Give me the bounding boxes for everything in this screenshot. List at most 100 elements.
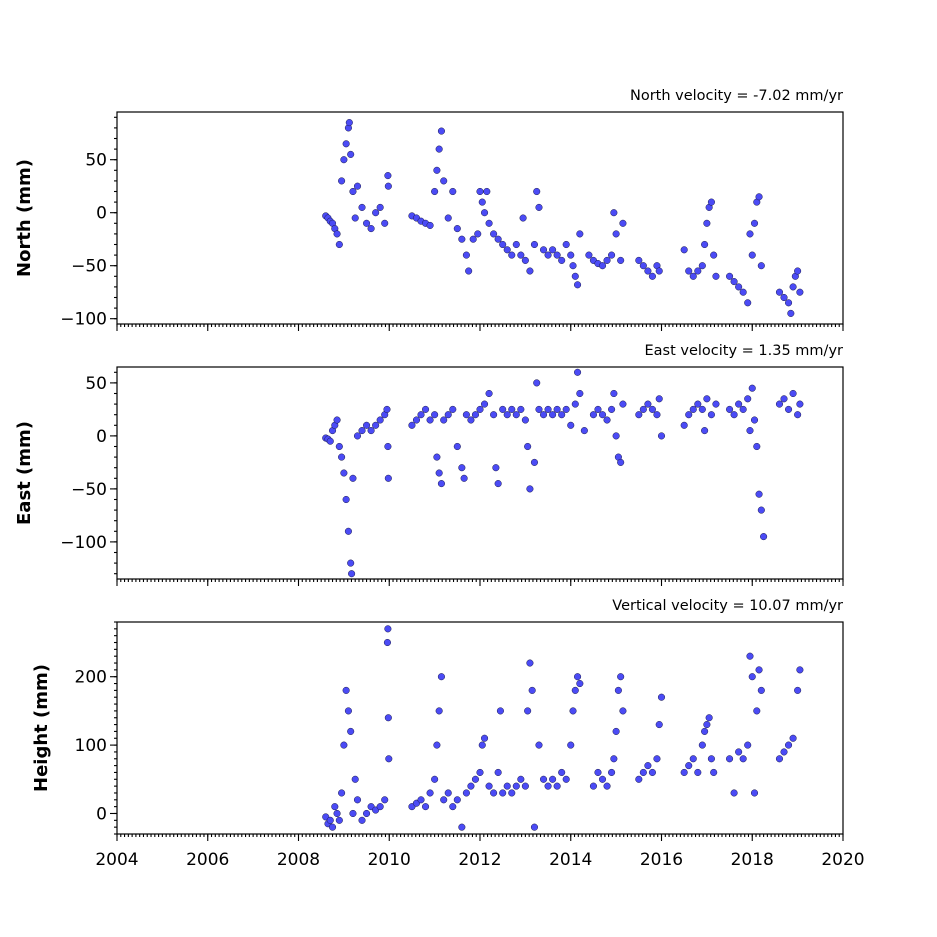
north-data-point [726,272,734,280]
height-data-point [748,673,756,681]
height-data-point [521,782,529,790]
height-data-point [612,727,620,735]
east-plot-frame [116,366,844,580]
height-data-point [490,789,498,797]
east-data-point [503,411,511,419]
north-data-point [333,230,341,238]
north-data-point [358,203,366,211]
east-data-point [617,458,625,466]
east-data-point [376,416,384,424]
east-data-point [657,432,666,440]
east-data-point [460,474,468,482]
east-y-tick-label: −50 [71,480,107,500]
north-data-point [381,219,389,227]
height-plot-frame [116,621,844,835]
east-data-point [608,405,616,413]
height-data-point [349,809,357,818]
height-data-point [576,679,584,688]
height-data-point [449,803,457,811]
east-data-point [426,416,434,424]
height-data-point [705,714,713,722]
north-data-point [680,246,688,254]
height-data-point [440,796,448,804]
height-data-point [549,775,557,783]
north-data-point [433,166,441,174]
north-y-axis-label: North (mm) [14,159,35,277]
height-data-point [567,741,575,749]
north-data-point [462,251,470,259]
north-data-point [644,267,652,275]
height-data-point [383,638,391,647]
x-tick-label: 2004 [95,850,138,870]
height-data-points [322,625,804,831]
north-data-point [796,288,804,296]
height-data-point [478,741,486,749]
east-data-point [384,474,392,482]
north-data-point [576,230,584,238]
north-data-point [689,272,697,280]
east-data-point [598,411,607,419]
east-data-point [492,464,500,472]
north-data-point [655,267,663,275]
east-data-point [358,427,366,435]
north-data-point [780,293,788,302]
north-data-point [694,267,702,275]
north-data-point [483,187,491,196]
east-data-point [796,400,804,408]
height-y-axis-label: Height (mm) [31,664,52,792]
height-data-point [571,686,579,694]
east-data-point [508,405,516,413]
north-data-point [539,246,548,254]
north-data-point [639,262,647,270]
north-data-point [353,182,362,190]
east-data-point [521,416,529,424]
height-data-point [655,721,663,729]
north-data-point [567,251,575,259]
east-data-point [490,411,498,419]
north-data-point [787,309,795,317]
east-data-point [494,480,502,488]
east-data-point [748,384,756,392]
north-data-point [558,256,566,264]
north-data-point [789,283,797,291]
north-data-point [701,240,709,249]
east-data-point [558,411,566,419]
east-data-point [562,405,570,413]
east-data-point [348,570,356,578]
east-data-point [680,421,688,429]
north-data-point [435,145,443,153]
east-panel-title: East velocity = 1.35 mm/yr [644,343,843,359]
height-data-point [657,693,666,701]
east-y-tick-label: 50 [85,374,107,394]
height-data-point [589,782,597,790]
north-data-point [519,214,527,222]
north-data-point [635,256,643,264]
north-data-point [549,246,557,254]
height-data-point [750,789,759,797]
east-data-point [753,442,761,451]
east-data-point [571,400,579,408]
height-data-point [503,782,511,790]
east-data-point [499,405,507,413]
east-data-point [476,405,484,413]
north-data-point [449,187,457,196]
height-data-point [328,823,337,831]
height-data-point [739,755,747,763]
east-data-point [462,411,470,419]
height-data-point [648,768,656,777]
east-data-point [648,405,656,413]
east-y-tick-label: 0 [96,427,107,447]
east-data-point [326,437,334,445]
x-tick-label: 2010 [368,850,411,870]
east-data-point [530,458,539,466]
north-data-point [458,235,466,243]
height-data-point [340,741,348,749]
height-data-point [689,755,697,763]
north-data-point [750,219,759,227]
east-data-point [594,405,602,413]
north-data-point [526,267,534,275]
height-data-point [594,768,602,777]
north-data-point [494,235,502,243]
east-data-point [744,395,752,403]
height-data-point [553,782,561,790]
